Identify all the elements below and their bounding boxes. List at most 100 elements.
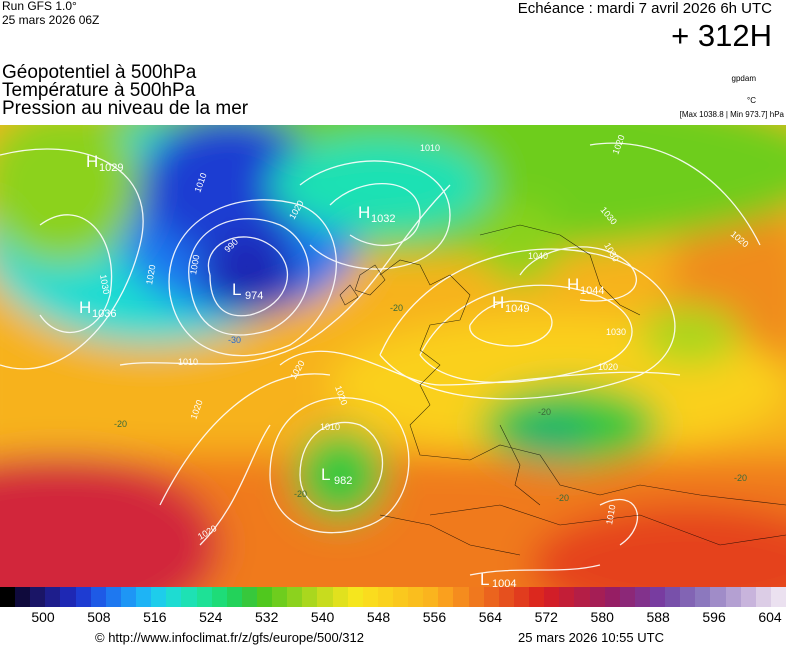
colorbar-swatch [105, 587, 122, 607]
colorbar-swatch [559, 587, 575, 607]
colorbar-swatch [483, 587, 500, 607]
forecast-map: H 1029 H 1032 L 974 H 1036 H 1049 H 1044 L 982 … [0, 125, 786, 587]
center-letter: H [567, 275, 579, 294]
colorbar-swatch [256, 587, 273, 607]
center-letter: H [358, 203, 370, 222]
colorbar-swatch [604, 587, 621, 607]
colorbar-swatch [181, 587, 198, 607]
colorbar-tick-label: 500 [31, 609, 55, 625]
forecast-lead-time: + 312H [671, 18, 772, 53]
colorbar-swatch [393, 587, 409, 607]
copyright-url: © http://www.infoclimat.fr/z/gfs/europe/… [95, 630, 364, 645]
center-value: 1036 [92, 308, 116, 320]
isobar-label: 1040 [528, 251, 548, 261]
center-value: 1044 [580, 285, 604, 297]
colorbar-swatch [272, 587, 288, 607]
temperature-label: -20 [538, 407, 551, 417]
isobar-label: 1010 [178, 357, 198, 367]
center-value: 982 [334, 475, 352, 487]
colorbar-swatch [15, 587, 31, 607]
colorbar-tick-label: 596 [702, 609, 726, 625]
colorbar-swatch [453, 587, 470, 607]
center-letter: H [492, 293, 504, 312]
pressure-center-high: H 1044 [567, 275, 604, 297]
colorbar-swatch [75, 587, 92, 607]
pressure-center-low: L 1004 [480, 570, 516, 587]
colorbar-swatch [287, 587, 303, 607]
temperature-label: -20 [294, 489, 307, 499]
colorbar-tick-label: 556 [422, 609, 447, 625]
isobar-label: 1000 [188, 254, 201, 275]
colorbar-swatch [60, 587, 77, 607]
colorbar-swatch [589, 587, 606, 607]
colorbar-tick-label: 580 [590, 609, 614, 625]
colorbar-tick-label: 548 [366, 609, 391, 625]
colorbar-tick-label: 516 [143, 609, 167, 625]
colorbar-swatch [408, 587, 424, 607]
colorbar [0, 587, 786, 607]
colorbar-swatch [619, 587, 636, 607]
center-value: 974 [245, 290, 263, 302]
colorbar-swatch [513, 587, 530, 607]
center-value: 1029 [99, 162, 123, 174]
isobar-label: 1010 [320, 422, 340, 432]
colorbar-swatch [317, 587, 334, 607]
colorbar-tick-label: 604 [758, 609, 782, 625]
center-value: 1004 [492, 578, 516, 587]
temperature-label: -20 [556, 493, 569, 503]
pressure-range: [Max 1038.8 | Min 973.7] hPa [679, 110, 784, 119]
colorbar-swatch [332, 587, 349, 607]
colorbar-tick-label: 524 [199, 609, 223, 625]
colorbar-swatch [120, 587, 137, 607]
colorbar-swatch [211, 587, 228, 607]
isobar-label: 1020 [598, 362, 618, 372]
colorbar-swatch [136, 587, 152, 607]
colorbar-tick-label: 532 [255, 609, 279, 625]
colorbar-swatch [0, 587, 16, 607]
colorbar-swatch [755, 587, 772, 607]
run-label: Run GFS 1.0° [2, 0, 77, 13]
colorbar-tick-label: 508 [87, 609, 111, 625]
colorbar-swatch [166, 587, 182, 607]
colorbar-swatch [710, 587, 727, 607]
generation-timestamp: 25 mars 2026 10:55 UTC [518, 630, 664, 645]
pressure-centers: H 1029 H 1032 L 974 H 1036 H 1049 H 1044 L 982 … [79, 152, 604, 587]
colorbar-swatch [226, 587, 243, 607]
temperature-label: -30 [228, 335, 241, 345]
colorbar-tick-label: 564 [478, 609, 503, 625]
center-letter: L [480, 570, 489, 587]
coastlines [339, 224, 786, 556]
colorbar-swatch [544, 587, 560, 607]
colorbar-swatch [665, 587, 681, 607]
colorbar-swatch [725, 587, 742, 607]
colorbar-swatch [45, 587, 62, 607]
colorbar-swatch [423, 587, 439, 607]
valid-time-label: Echéance : mardi 7 avril 2026 6h UTC [517, 0, 772, 17]
temperature-labels: -30 -20 -20 -20 -20 -20 -20 [114, 303, 747, 503]
temperature-unit: °C [747, 96, 756, 105]
isobar-label: 1010 [604, 504, 617, 525]
isobar-label: 1030 [98, 274, 111, 295]
title-pressure: Pression au niveau de la mer [2, 98, 249, 119]
isobar-label: 1030 [606, 327, 626, 337]
colorbar-swatch [634, 587, 651, 607]
colorbar-swatch [740, 587, 757, 607]
pressure-center-high: H 1049 [492, 293, 529, 315]
temperature-label: -20 [390, 303, 403, 313]
colorbar-swatch [770, 587, 786, 607]
colorbar-swatch [347, 587, 364, 607]
colorbar-swatch [196, 587, 213, 607]
pressure-center-low: L 974 [232, 280, 263, 302]
colorbar-swatch [377, 587, 394, 607]
temperature-label: -20 [114, 419, 127, 429]
colorbar-swatch [498, 587, 515, 607]
colorbar-swatch [695, 587, 711, 607]
center-letter: H [79, 298, 91, 317]
colorbar-swatch [302, 587, 318, 607]
center-letter: L [232, 280, 241, 299]
colorbar-tick-label: 588 [646, 609, 670, 625]
colorbar-tick-label: 572 [534, 609, 558, 625]
colorbar-swatch [680, 587, 696, 607]
title-geopotential: Géopotentiel à 500hPa [2, 62, 197, 83]
geopotential-field [0, 125, 786, 587]
